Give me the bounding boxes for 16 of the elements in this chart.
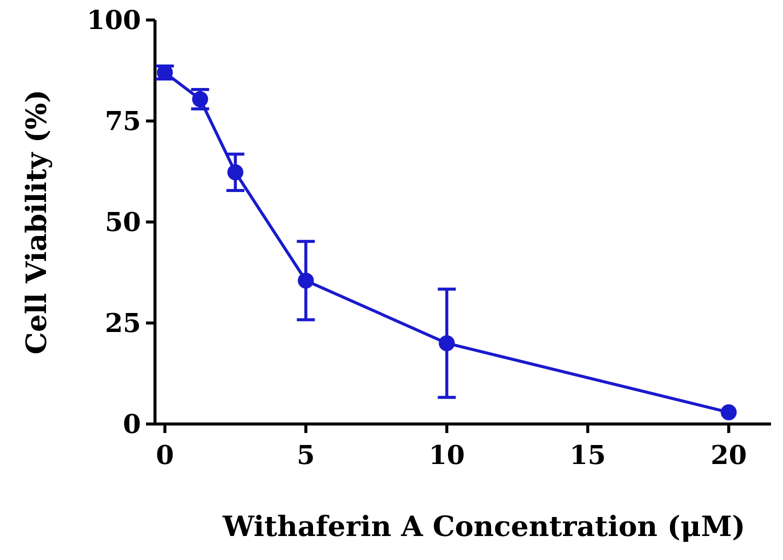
y-tick-label: 100 [86, 6, 141, 36]
point [720, 404, 737, 420]
x-tick-label: 5 [296, 441, 315, 471]
x-tick-label: 0 [156, 441, 174, 471]
x-tick-label: 20 [710, 441, 747, 471]
y-tick-label: 50 [104, 208, 141, 238]
x-tick-label: 10 [428, 441, 465, 471]
y-tick-label: 0 [122, 410, 141, 440]
x-tick-label: 15 [570, 441, 606, 471]
y-tick-label: 25 [104, 309, 141, 339]
point [298, 272, 314, 289]
point [227, 164, 244, 180]
y-axis-title: Cell Viability (%) [20, 90, 53, 354]
y-tick-label: 75 [104, 107, 141, 137]
x-axis-title: Withaferin A Concentration (μM) [222, 510, 746, 543]
point [438, 335, 455, 352]
